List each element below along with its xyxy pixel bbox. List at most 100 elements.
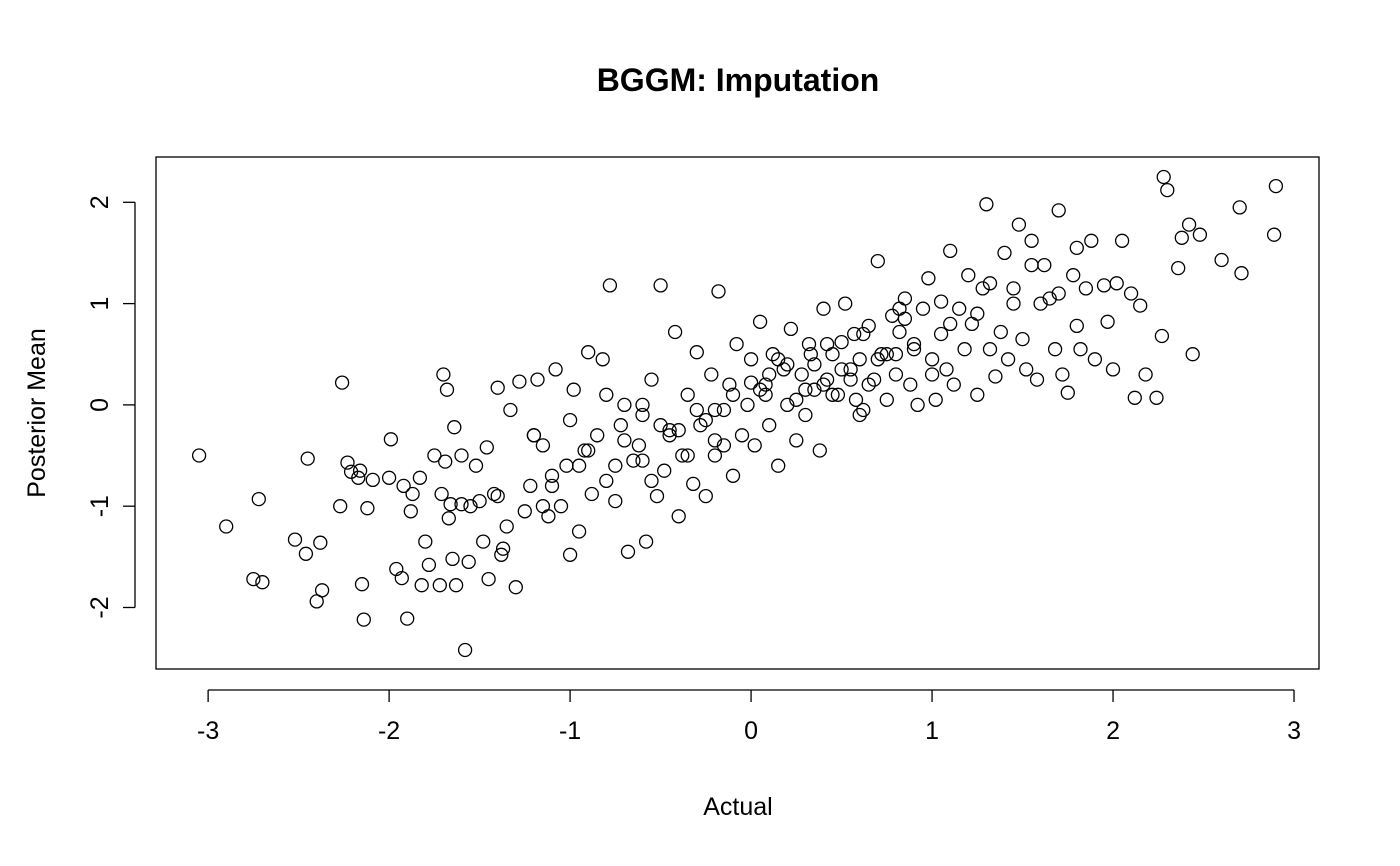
data-point <box>1033 296 1048 311</box>
data-point <box>906 342 922 357</box>
data-point <box>581 443 596 458</box>
data-point <box>354 577 370 592</box>
data-point <box>1266 227 1282 242</box>
data-point <box>928 392 943 407</box>
data-point <box>834 334 849 350</box>
data-point <box>653 278 668 293</box>
data-point <box>314 583 330 598</box>
data-point <box>843 362 858 377</box>
data-point <box>970 306 985 321</box>
data-point <box>943 243 958 259</box>
data-point <box>771 458 786 473</box>
data-point <box>448 578 464 593</box>
data-point <box>649 488 665 504</box>
data-point <box>662 423 677 438</box>
data-point <box>667 324 683 340</box>
data-point <box>680 448 695 463</box>
data-point <box>412 470 428 485</box>
data-point <box>825 347 840 362</box>
data-point <box>711 284 726 299</box>
data-point <box>1073 342 1088 357</box>
data-point <box>400 611 415 626</box>
data-point <box>1051 203 1066 218</box>
data-point <box>1069 318 1084 334</box>
data-point <box>1087 352 1103 367</box>
data-point <box>590 428 605 443</box>
data-point <box>620 544 636 559</box>
data-point <box>1192 227 1208 242</box>
data-point <box>1060 385 1075 400</box>
x-tick-label: -1 <box>559 717 581 745</box>
data-point <box>903 377 918 392</box>
data-point <box>396 478 411 494</box>
data-point <box>943 316 958 332</box>
data-point <box>1015 331 1030 347</box>
data-point <box>752 314 768 329</box>
data-point <box>921 271 936 286</box>
data-point <box>897 311 913 326</box>
data-point <box>1174 230 1189 245</box>
data-point <box>758 377 773 392</box>
data-point <box>740 397 755 413</box>
data-point <box>1138 367 1153 382</box>
data-point <box>251 491 266 507</box>
data-point <box>671 509 686 524</box>
data-point <box>870 352 885 367</box>
data-point <box>427 448 442 463</box>
data-point <box>1084 233 1099 248</box>
data-point <box>1069 240 1084 256</box>
data-point <box>535 438 551 453</box>
data-point <box>982 342 998 357</box>
data-point <box>803 347 818 362</box>
data-point <box>892 324 907 340</box>
data-point <box>559 458 574 473</box>
data-point <box>1160 182 1175 198</box>
data-point <box>1006 296 1021 311</box>
data-point <box>807 357 822 372</box>
data-point <box>494 547 509 562</box>
data-point <box>447 420 462 435</box>
data-point <box>617 433 632 448</box>
data-point <box>313 535 328 550</box>
data-point <box>961 268 976 283</box>
data-point <box>439 382 455 397</box>
data-point <box>729 336 744 352</box>
data-point <box>553 499 569 514</box>
data-point <box>463 499 478 514</box>
data-point <box>1181 217 1197 232</box>
data-point <box>915 301 931 316</box>
data-point <box>906 336 922 352</box>
data-point <box>635 453 650 468</box>
data-point <box>789 433 804 448</box>
data-point <box>1171 260 1186 276</box>
data-point <box>352 463 368 478</box>
data-point <box>765 347 780 362</box>
data-point <box>771 352 786 367</box>
data-point <box>946 377 961 392</box>
data-point <box>617 397 632 413</box>
data-point <box>1100 314 1115 329</box>
data-point <box>613 418 628 433</box>
data-point <box>979 197 994 212</box>
data-point <box>599 387 614 402</box>
data-point <box>689 345 704 360</box>
data-point <box>1149 390 1164 405</box>
data-point <box>523 478 538 494</box>
data-point <box>544 478 560 494</box>
data-point <box>758 387 773 402</box>
data-point <box>843 372 858 387</box>
data-point <box>856 402 871 418</box>
data-point <box>680 387 695 402</box>
data-point <box>461 554 476 570</box>
data-point <box>819 372 835 387</box>
data-point <box>1185 347 1200 362</box>
y-tick-label: 0 <box>86 398 114 412</box>
data-point <box>541 509 556 524</box>
data-point <box>897 291 913 306</box>
data-point <box>1029 372 1045 387</box>
data-point <box>704 367 719 382</box>
data-point <box>970 387 985 402</box>
data-point <box>479 440 494 455</box>
data-point <box>581 345 596 360</box>
